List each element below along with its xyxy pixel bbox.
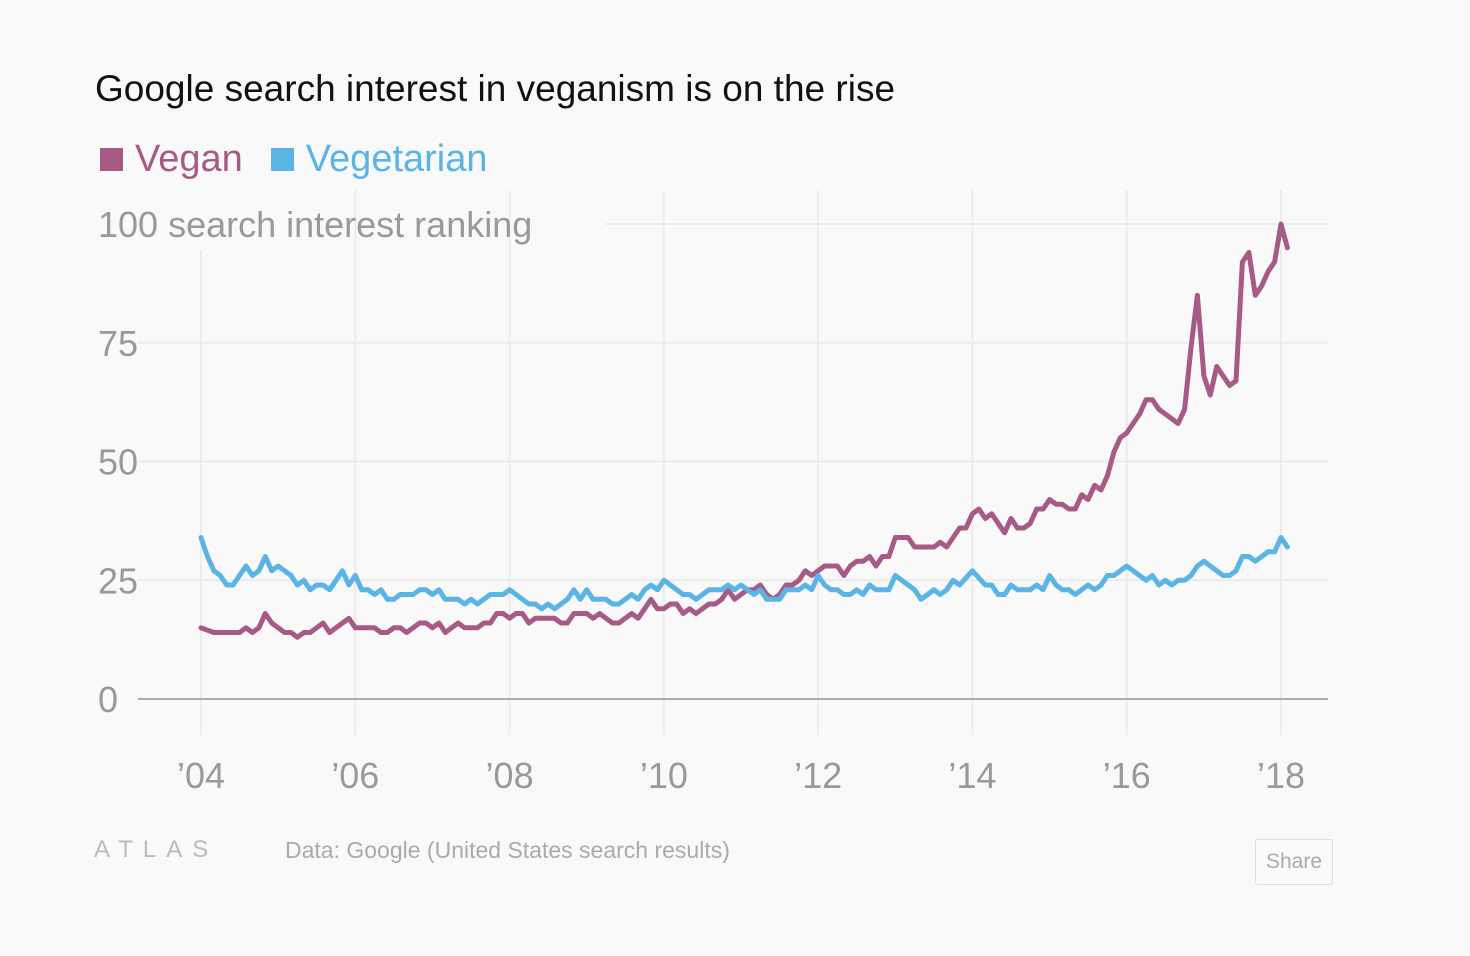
x-tick-label: ’16 [1103,755,1151,796]
legend-swatch-vegan [100,148,123,171]
x-tick-label: ’12 [794,755,842,796]
share-button[interactable]: Share [1255,839,1333,885]
data-source: Data: Google (United States search resul… [285,837,730,863]
x-tick-label: ’18 [1257,755,1305,796]
legend-label-vegan: Vegan [135,138,243,180]
series-line-vegetarian [198,535,1290,612]
y-tick-label: 25 [98,560,138,601]
legend-item-vegetarian: Vegetarian [270,138,488,181]
legend-item-vegan: Vegan [100,138,243,181]
x-tick-label: ’14 [948,755,996,796]
legend: Vegan Vegetarian [100,138,488,181]
x-tick-label: ’06 [331,755,379,796]
legend-swatch-vegetarian [270,148,294,171]
x-tick-label: ’08 [486,755,534,796]
x-tick-label: ’10 [640,755,688,796]
x-tick-label: ’04 [177,755,225,796]
atlas-logo: ATLAS [94,836,219,863]
series-line-vegan [198,221,1290,640]
y-tick-label: 75 [98,323,138,364]
y-tick-label: 0 [98,679,118,720]
y-tick-label-with-axis-title: 100 search interest ranking [98,204,532,245]
legend-label-vegetarian: Vegetarian [305,138,488,180]
chart-title: Google search interest in veganism is on… [95,68,896,109]
y-tick-label: 50 [98,442,138,483]
